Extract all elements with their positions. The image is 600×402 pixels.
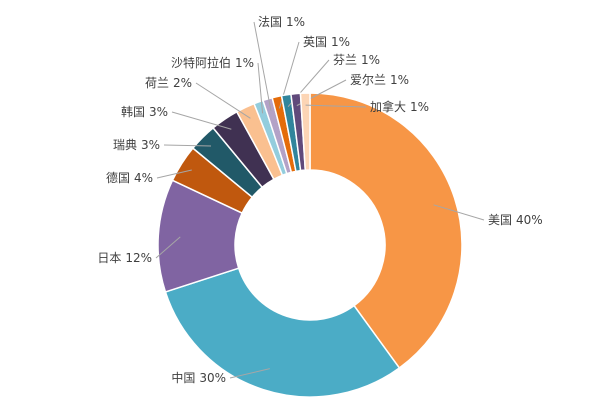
value-label: 30%	[199, 371, 226, 385]
slice	[299, 92, 311, 171]
value-label: 40%	[516, 213, 543, 227]
value-label: 1%	[331, 35, 350, 49]
value-label: 1%	[390, 73, 409, 87]
category-label: 荷兰	[145, 76, 169, 90]
leader-line	[171, 111, 232, 130]
leader-line	[229, 368, 270, 379]
category-label: 韩国	[121, 104, 145, 119]
value-label: 3%	[141, 138, 160, 152]
slice	[309, 92, 463, 370]
data-label: 法国 1%	[258, 15, 305, 29]
slice	[164, 267, 401, 398]
data-label: 中国 30%	[171, 370, 226, 385]
category-label: 英国	[303, 35, 327, 49]
category-label: 加拿大	[370, 99, 406, 114]
leader-line	[155, 236, 181, 259]
category-label: 瑞典	[113, 138, 137, 152]
leader-line	[253, 21, 272, 111]
data-label: 德国 4%	[106, 170, 153, 185]
data-label: 韩国 3%	[121, 104, 168, 119]
leader-line	[257, 62, 264, 114]
category-label: 德国	[106, 170, 130, 185]
value-label: 12%	[125, 251, 152, 265]
data-label: 沙特阿拉伯 1%	[171, 55, 254, 70]
data-label: 荷兰 2%	[145, 76, 192, 90]
category-label: 沙特阿拉伯	[171, 55, 231, 70]
value-label: 1%	[286, 15, 305, 29]
category-label: 爱尔兰	[350, 72, 386, 87]
leader-line	[163, 144, 212, 147]
data-label: 瑞典 3%	[113, 138, 160, 152]
category-label: 美国	[488, 213, 512, 227]
category-label: 日本	[97, 251, 121, 265]
data-label: 美国 40%	[488, 213, 543, 227]
leader-line	[195, 82, 251, 119]
value-label: 1%	[410, 100, 429, 114]
category-label: 中国	[171, 370, 195, 385]
data-label: 日本 12%	[97, 251, 152, 265]
leader-line	[305, 104, 367, 108]
value-label: 3%	[149, 105, 168, 119]
category-label: 法国	[258, 15, 282, 29]
category-label: 芬兰	[333, 53, 357, 67]
data-label: 爱尔兰 1%	[350, 72, 409, 87]
value-label: 4%	[134, 171, 153, 185]
data-label: 芬兰 1%	[333, 53, 380, 67]
data-label: 英国 1%	[303, 35, 350, 49]
leader-line	[156, 169, 192, 179]
data-label: 加拿大 1%	[370, 99, 429, 114]
value-label: 1%	[235, 56, 254, 70]
leader-line	[433, 204, 485, 221]
value-label: 2%	[173, 76, 192, 90]
value-label: 1%	[361, 53, 380, 67]
